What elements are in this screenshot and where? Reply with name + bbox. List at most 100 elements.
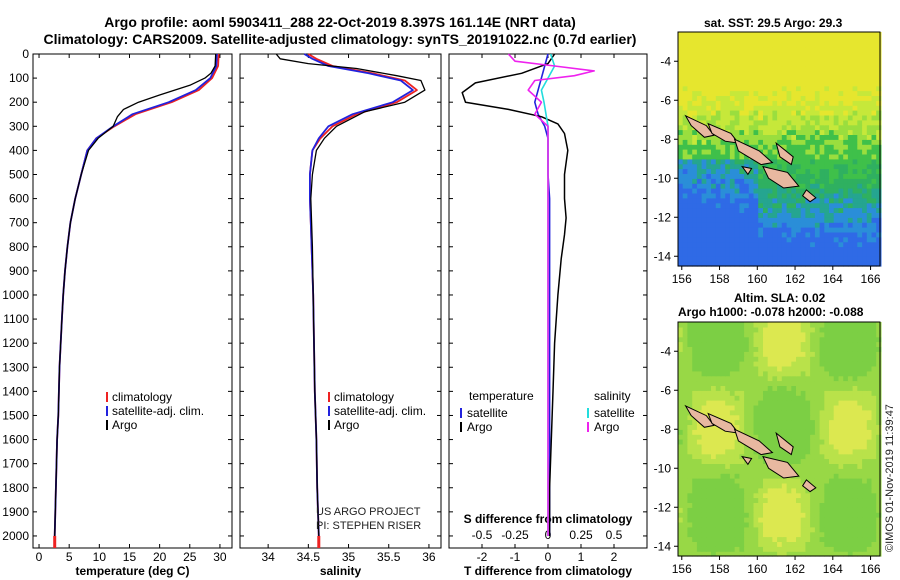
sst-map-cell: [781, 105, 788, 111]
sst-map-cell: [800, 61, 806, 67]
sla-map-cell: [772, 521, 778, 528]
sst-map-cell: [805, 168, 811, 174]
sla-map-cell: [862, 331, 868, 338]
sla-map-cell: [687, 336, 693, 343]
sst-map-cell: [876, 178, 882, 184]
sst-map-cell: [866, 178, 873, 184]
sla-map-cell: [862, 380, 868, 386]
sla-map-cell: [847, 370, 854, 377]
sla-map-cell: [810, 361, 816, 367]
sla-map-cell: [862, 468, 868, 474]
sst-map-cell: [876, 261, 882, 267]
sla-map-cell: [715, 322, 722, 328]
sst-map-cell: [678, 178, 684, 184]
sla-map-cell: [753, 536, 759, 542]
sla-map-cell: [838, 434, 844, 440]
sst-map-cell: [772, 110, 778, 116]
sla-map-cell: [734, 356, 740, 362]
sst-map-cell: [824, 153, 830, 160]
sst-map-cell: [843, 207, 849, 213]
sla-map-cell: [753, 473, 759, 479]
sst-map-cell: [744, 56, 750, 62]
sst-map-cell: [847, 241, 854, 248]
sla-map-cell: [847, 351, 854, 357]
sla-map-cell: [767, 356, 773, 362]
sst-map-cell: [711, 149, 717, 155]
sla-map-cell: [814, 375, 821, 382]
sla-map-cell: [678, 521, 684, 528]
sst-map-cell: [862, 207, 868, 213]
sst-map-cell: [739, 41, 745, 48]
sst-map-cell: [819, 188, 825, 194]
sst-map-cell: [847, 251, 854, 257]
sla-map-cell: [772, 541, 778, 547]
sla-map-cell: [678, 419, 684, 425]
sst-map-cell: [744, 256, 750, 262]
sst-map-cell: [758, 202, 764, 209]
sst-map-cell: [748, 197, 755, 204]
sla-map-cell: [739, 487, 745, 494]
sst-map-cell: [692, 32, 698, 38]
sst-map-cell: [682, 236, 688, 243]
sst-map-cell: [786, 56, 792, 62]
sla-map-cell: [810, 370, 816, 377]
sla-map-cell: [810, 551, 816, 557]
sst-map-cell: [772, 32, 778, 38]
sla-map-cell: [687, 414, 693, 421]
sla-map-cell: [687, 492, 693, 499]
sst-map-cell: [847, 178, 854, 184]
sst-map-cell: [819, 85, 825, 92]
sst-map-cell: [796, 163, 802, 170]
sst-map-cell: [800, 139, 806, 145]
sla-map-cell: [763, 502, 769, 508]
sla-map-cell: [833, 502, 839, 508]
sst-map-cell: [687, 222, 693, 228]
y-tick-label: 1800: [2, 481, 29, 495]
sla-map-cell: [852, 546, 858, 552]
lon-tick-label: 164: [823, 272, 843, 286]
sst-map-cell: [777, 197, 783, 204]
sst-map-cell: [772, 134, 778, 140]
sst-map-cell: [838, 119, 844, 126]
sla-map-cell: [824, 370, 830, 377]
sst-map-cell: [711, 66, 717, 72]
sla-map-cell: [725, 380, 731, 386]
sla-map-cell: [862, 365, 868, 372]
sst-map-cell: [786, 105, 792, 111]
x-tick-label: 10: [93, 550, 107, 564]
sst-map-cell: [758, 217, 764, 223]
sla-map-cell: [838, 370, 844, 377]
sla-map-cell: [824, 541, 830, 547]
sla-map-cell: [852, 526, 858, 533]
sst-map-cell: [763, 75, 769, 82]
sla-map-cell: [748, 424, 755, 430]
sst-map-cell: [814, 139, 821, 145]
sla-map-cell: [876, 531, 882, 538]
sla-map-cell: [772, 356, 778, 362]
sla-map-cell: [786, 380, 792, 386]
sla-map-cell: [862, 326, 868, 333]
sst-map-cell: [805, 261, 811, 267]
sla-map-cell: [847, 439, 854, 445]
sst-map-cell: [720, 192, 726, 199]
sst-map-cell: [857, 168, 863, 174]
sst-map-cell: [829, 41, 835, 48]
sst-map-cell: [682, 178, 688, 184]
sst-map-cell: [800, 168, 806, 174]
sla-map-cell: [810, 448, 816, 455]
sla-map-cell: [720, 331, 726, 338]
sla-map-cell: [739, 497, 745, 503]
sst-map-cell: [692, 212, 698, 218]
sla-map-cell: [772, 439, 778, 445]
sla-map-cell: [805, 375, 811, 382]
lat-tick-label: -14: [654, 539, 672, 553]
sla-map-cell: [781, 424, 788, 430]
sst-map-cell: [843, 256, 849, 262]
sst-map-cell: [739, 246, 745, 252]
sst-map-cell: [838, 202, 844, 209]
sst-map-cell: [852, 80, 858, 87]
sst-map-cell: [682, 168, 688, 174]
sla-map-cell: [805, 526, 811, 533]
sla-map-cell: [767, 434, 773, 440]
sst-map-cell: [729, 163, 736, 170]
